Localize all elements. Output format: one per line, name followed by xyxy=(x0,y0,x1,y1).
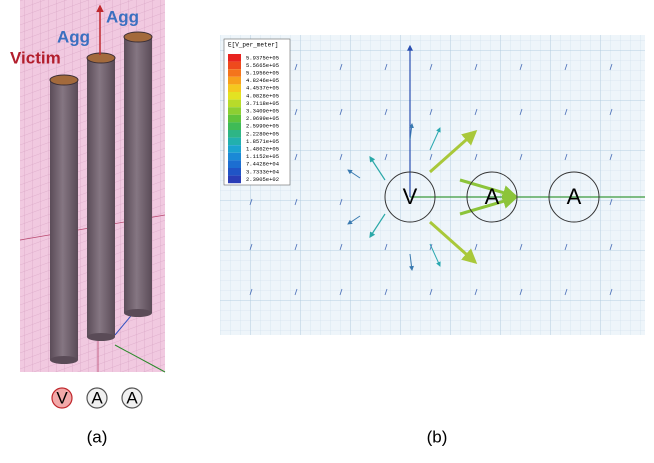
legend-swatch xyxy=(228,153,241,161)
cylinder xyxy=(87,53,115,341)
legend-swatch xyxy=(228,176,241,184)
legend-title: E[V_per_meter] xyxy=(228,42,278,49)
legend-value: 3.7118e+05 xyxy=(246,100,279,107)
panel-a: Agg Agg Victim V A A (a) xyxy=(10,0,165,446)
legend-value: 1.8571e+05 xyxy=(246,138,279,145)
legend-swatch xyxy=(228,168,241,176)
panel-b: V A A E[V_per_meter] 5.9375e+055.5665e+055… xyxy=(220,35,645,446)
caption: (b) xyxy=(427,427,448,446)
conductor-label: A xyxy=(567,184,582,209)
legend-value: 5.9375e+05 xyxy=(246,54,279,61)
legend-swatch xyxy=(228,69,241,77)
symbol-label: A xyxy=(126,388,138,407)
legend-swatch xyxy=(228,62,241,70)
victim-label: Victim xyxy=(10,48,61,67)
symbol-label: V xyxy=(56,388,68,407)
cylinder xyxy=(124,32,152,317)
legend-swatch xyxy=(228,130,241,138)
legend-value: 4.4537e+05 xyxy=(246,85,279,92)
symbol-label: A xyxy=(91,388,103,407)
legend-value: 2.9699e+05 xyxy=(246,115,279,122)
legend-value: 2.2280e+05 xyxy=(246,130,279,137)
legend-value: 2.5990e+05 xyxy=(246,123,279,130)
legend-value: 1.1152e+05 xyxy=(246,153,279,160)
legend-value: 5.5665e+05 xyxy=(246,62,279,69)
legend-value: 7.4428e+04 xyxy=(246,161,280,168)
figure: Agg Agg Victim V A A (a) V A A E[V_per_meter… xyxy=(0,0,654,458)
legend-value: 2.3905e+02 xyxy=(246,176,279,183)
legend-swatch xyxy=(228,77,241,85)
conductor-label: A xyxy=(485,184,500,209)
legend-value: 4.0828e+05 xyxy=(246,92,279,99)
legend-swatch xyxy=(228,138,241,146)
legend-value: 3.7333e+04 xyxy=(246,168,280,175)
agg-label: Agg xyxy=(57,27,90,46)
legend-value: 3.3409e+05 xyxy=(246,107,279,114)
legend-value: 4.8246e+05 xyxy=(246,77,279,84)
cylinder xyxy=(50,75,78,364)
caption: (a) xyxy=(87,427,108,446)
agg-label: Agg xyxy=(106,7,139,26)
legend-swatch xyxy=(228,115,241,123)
legend-swatch xyxy=(228,100,241,108)
legend-swatch xyxy=(228,160,241,168)
conductor-label: V xyxy=(403,184,418,209)
legend-value: 5.1956e+05 xyxy=(246,69,279,76)
legend-swatch xyxy=(228,84,241,92)
legend-swatch xyxy=(228,107,241,115)
legend-swatch xyxy=(228,92,241,100)
legend-swatch xyxy=(228,122,241,130)
legend-swatch xyxy=(228,145,241,153)
legend-value: 1.4862e+05 xyxy=(246,145,279,152)
legend-swatch xyxy=(228,54,241,62)
